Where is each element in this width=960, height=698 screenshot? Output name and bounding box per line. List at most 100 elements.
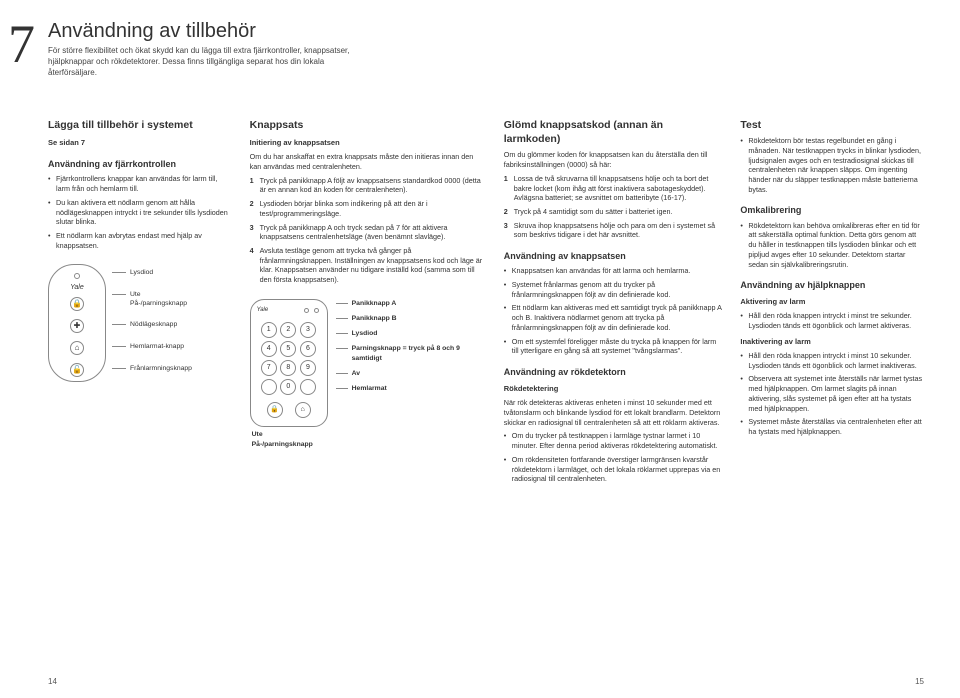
key-home-icon: ⌂	[295, 402, 311, 418]
col2-steps: 1Tryck på panikknapp A följt av knappsat…	[250, 176, 486, 285]
keypad-bottom: 🔒 ⌂	[261, 402, 317, 418]
step-text: Tryck på panikknapp A följt av knappsats…	[260, 176, 481, 195]
key-4: 4	[261, 341, 277, 357]
col3-heading: Glömd knappsatskod (annan än larmkoden)	[504, 118, 723, 146]
list-item: 1Lossa de två skruvarna till knappsatsen…	[504, 174, 723, 203]
list-item: Systemet frånlarmas genom att du trycker…	[504, 280, 723, 299]
remote-diagram: Yale 🔒 ✚ ⌂ 🔓 Lysdiod Ute På-/parningskna…	[48, 264, 232, 382]
col2-p1: Om du har anskaffat en extra knappsats m…	[250, 152, 486, 171]
col3-p1: Om du glömmer koden för knappsatsen kan …	[504, 150, 723, 169]
list-item: 2Lysdioden börjar blinka som indikering …	[250, 199, 486, 218]
label-kp-home: Hemlarmat	[352, 384, 387, 393]
key-7: 7	[261, 360, 277, 376]
col1-remote-heading: Användning av fjärrkontrollen	[48, 158, 232, 170]
section-number: 7	[8, 8, 35, 81]
key-1: 1	[261, 322, 277, 338]
keypad-below-labels: Ute På-/parningsknapp	[250, 430, 328, 449]
list-item: Systemet måste återställas via centralen…	[740, 417, 924, 436]
column-2: Knappsats Initiering av knappsatsen Om d…	[250, 118, 486, 490]
label-unlock: Frånlarmningsknapp	[130, 364, 192, 373]
label-panic-b: Panikknapp B	[352, 314, 397, 323]
label-panic: Nödlägesknapp	[130, 320, 177, 329]
col2-heading: Knappsats	[250, 118, 486, 132]
col3-sub3: Rökdetektering	[504, 384, 723, 394]
list-item: Fjärrkontrollens knappar kan användas fö…	[48, 174, 232, 193]
list-item: Håll den röda knappen intryckt i minst 1…	[740, 351, 924, 370]
remote-led	[74, 273, 80, 279]
label-home: Hemlarmat-knapp	[130, 342, 184, 351]
label-parning: På-/parningsknapp	[252, 440, 328, 449]
step-text: Lossa de två skruvarna till knappsatsens…	[514, 174, 709, 202]
key-5: 5	[280, 341, 296, 357]
label-kp-off: Av	[352, 369, 360, 378]
list-item: Observera att systemet inte återställs n…	[740, 374, 924, 413]
home-icon: ⌂	[70, 341, 84, 355]
list-item: 3Skruva ihop knappsatsens hölje och para…	[504, 221, 723, 240]
list-item: Ett nödlarm kan aktiveras med ett samtid…	[504, 303, 723, 332]
label-kp-led: Lysdiod	[352, 329, 378, 338]
label-ute: Ute	[252, 430, 328, 439]
keypad-led-a	[304, 308, 309, 313]
list-item: 2Tryck på 4 samtidigt som du sätter i ba…	[504, 207, 723, 217]
col4-bullets4: Håll den röda knappen intryckt i minst 1…	[740, 351, 924, 437]
intro-text: För större flexibilitet och ökat skydd k…	[48, 46, 368, 78]
column-3: Glömd knappsatskod (annan än larmkoden) …	[504, 118, 723, 490]
remote-outline: Yale 🔒 ✚ ⌂ 🔓	[48, 264, 106, 382]
col3-bullets: Knappsatsen kan användas för att larma o…	[504, 266, 723, 356]
col3-h3: Användning av rökdetektorn	[504, 366, 723, 378]
column-4: Test Rökdetektorn bör testas regelbundet…	[740, 118, 924, 490]
list-item: Ett nödlarm kan avbrytas endast med hjäl…	[48, 231, 232, 250]
keypad-grid: 1 2 3 4 5 6 7 8 9 0	[261, 322, 317, 395]
col4-h1: Test	[740, 118, 924, 132]
keypad-led-b	[314, 308, 319, 313]
unlock-icon: 🔓	[70, 363, 84, 377]
remote-brand: Yale	[49, 283, 105, 292]
label-panic-a: Panikknapp A	[352, 299, 397, 308]
page-title: Användning av tillbehör	[48, 18, 256, 45]
col4-bullets2: Rökdetektorn kan behöva omkalibreras eft…	[740, 221, 924, 270]
list-item: 1Tryck på panikknapp A följt av knappsat…	[250, 176, 486, 195]
keypad-diagram: Yale 1 2 3 4 5 6 7 8 9 0	[250, 299, 486, 450]
col3-steps: 1Lossa de två skruvarna till knappsatsen…	[504, 174, 723, 240]
step-text: Skruva ihop knappsatsens hölje och para …	[514, 221, 715, 240]
list-item: Håll den röda knappen intryckt i minst t…	[740, 311, 924, 330]
content-columns: Lägga till tillbehör i systemet Se sidan…	[48, 118, 924, 490]
key-0: 0	[280, 379, 296, 395]
col1-heading: Lägga till tillbehör i systemet	[48, 118, 232, 132]
col4-sub1: Aktivering av larm	[740, 297, 924, 307]
list-item: Rökdetektorn bör testas regelbundet en g…	[740, 136, 924, 194]
label-led: Lysdiod	[130, 268, 153, 277]
key-9: 9	[300, 360, 316, 376]
key-8: 8	[280, 360, 296, 376]
list-item: 4Avsluta testläge genom att trycka två g…	[250, 246, 486, 285]
page-number-right: 15	[915, 677, 924, 688]
col2-sub: Initiering av knappsatsen	[250, 138, 486, 148]
list-item: Knappsatsen kan användas för att larma o…	[504, 266, 723, 276]
key-arm-icon: 🔒	[267, 402, 283, 418]
step-text: Avsluta testläge genom att trycka två gå…	[260, 246, 483, 284]
col4-h3: Användning av hjälpknappen	[740, 279, 924, 291]
column-1: Lägga till tillbehör i systemet Se sidan…	[48, 118, 232, 490]
list-item: Om du trycker på testknappen i larmläge …	[504, 431, 723, 450]
key-6: 6	[300, 341, 316, 357]
col4-sub2: Inaktivering av larm	[740, 337, 924, 347]
label-kp-pair: Parningsknapp = tryck på 8 och 9 samtidi…	[352, 344, 486, 362]
list-item: Om rökdensiteten fortfarande överstiger …	[504, 455, 723, 484]
lock-icon: 🔒	[70, 297, 84, 311]
step-text: Tryck på panikknapp A och tryck sedan på…	[260, 223, 448, 242]
remote-labels: Lysdiod Ute På-/parningsknapp Nödlägeskn…	[112, 264, 192, 382]
col3-p3: När rök detekteras aktiveras enheten i m…	[504, 398, 723, 427]
col4-bullets1: Rökdetektorn bör testas regelbundet en g…	[740, 136, 924, 194]
list-item: Om ett systemfel föreligger måste du try…	[504, 337, 723, 356]
step-text: Tryck på 4 samtidigt som du sätter i bat…	[514, 207, 673, 216]
keypad-brand: Yale	[257, 306, 269, 314]
label-lock: Ute På-/parningsknapp	[130, 290, 187, 308]
keypad-outline: Yale 1 2 3 4 5 6 7 8 9 0	[250, 299, 328, 427]
key-blank2	[300, 379, 316, 395]
key-blank	[261, 379, 277, 395]
keypad-labels: Panikknapp A Panikknapp B Lysdiod Parnin…	[336, 299, 486, 450]
col1-see-page: Se sidan 7	[48, 138, 232, 148]
col3-h2: Användning av knappsatsen	[504, 250, 723, 262]
list-item: Rökdetektorn kan behöva omkalibreras eft…	[740, 221, 924, 270]
list-item: Du kan aktivera ett nödlarm genom att hå…	[48, 198, 232, 227]
